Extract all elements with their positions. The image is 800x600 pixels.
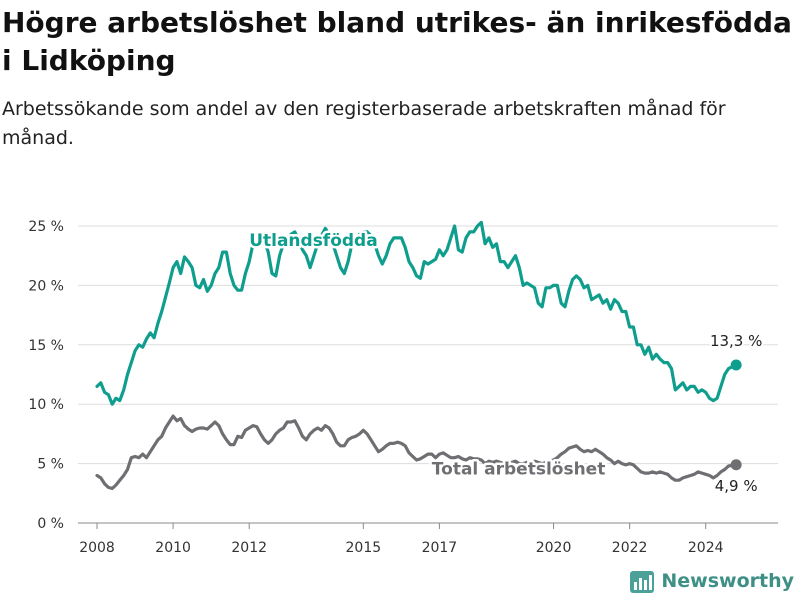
chart-title: Högre arbetslöshet bland utrikes- än inr… (2, 6, 792, 77)
end-point-marker (730, 459, 742, 471)
x-tick-label: 2022 (612, 540, 648, 556)
series-label: Utlandsfödda (249, 231, 378, 251)
y-tick-label: 20 % (28, 278, 64, 294)
y-tick-label: 5 % (37, 457, 64, 473)
x-tick-label: 2008 (79, 540, 115, 556)
end-value-label: 13,3 % (710, 332, 762, 350)
x-tick-label: 2015 (346, 540, 382, 556)
end-point-marker (730, 359, 742, 371)
series-line-utlandsfodda (95, 220, 738, 406)
newsworthy-logo: Newsworthy (629, 568, 794, 594)
series-label: Total arbetslöshet (432, 459, 606, 479)
x-tick-label: 2012 (231, 540, 267, 556)
x-tick-label: 2024 (688, 540, 724, 556)
end-value-label: 4,9 % (715, 477, 758, 495)
y-tick-label: 0 % (37, 516, 64, 532)
x-tick-label: 2010 (155, 540, 191, 556)
bar-chart-logo-icon (630, 571, 655, 593)
y-tick-label: 25 % (28, 219, 64, 235)
y-tick-label: 15 % (28, 338, 64, 354)
y-tick-label: 10 % (28, 397, 64, 413)
x-tick-label: 2020 (536, 540, 572, 556)
brand-name: Newsworthy (661, 570, 794, 592)
chart-subtitle: Arbetssökande som andel av den registerb… (2, 98, 726, 149)
series-line-total (95, 414, 738, 491)
x-tick-label: 2017 (422, 540, 458, 556)
